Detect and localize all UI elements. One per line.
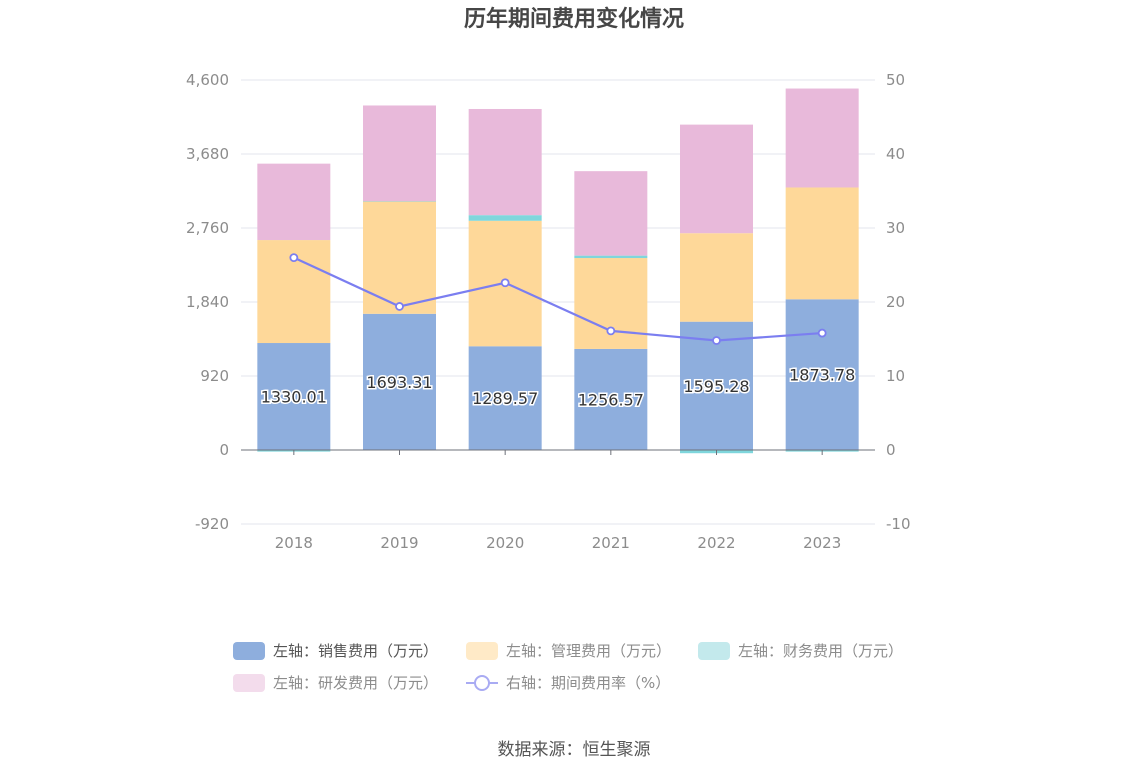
legend-label: 左轴：管理费用（万元） [506,642,671,660]
bar-value-label: 1330.01 [261,388,327,407]
bar-segment [257,343,331,450]
bar-value-label: 1256.57 [578,390,644,409]
bar-segment [363,105,436,202]
x-tick-label: 2021 [592,534,630,552]
legend-marker [474,675,490,691]
legend-label: 右轴：期间费用率（%） [506,674,670,692]
bar-segment [574,255,648,259]
bar-value-label: 1873.78 [789,366,855,385]
bar-segment [785,299,859,450]
right-tick-label: -10 [886,515,911,533]
legend-swatch [466,642,498,660]
bars [257,88,859,454]
left-tick-label: -920 [195,515,229,533]
x-tick-label: 2019 [380,534,418,552]
rate-point [395,302,404,311]
bar-segment [468,215,542,221]
x-tick-label: 2020 [486,534,524,552]
bar-labels: 1330.01 1693.31 1289.57 1256.57 1595.28 1873.… [259,364,857,411]
rate-line-path [293,256,823,342]
x-axis: 2018 2019 2020 2021 2022 2023 [241,449,875,552]
rate-point [817,328,827,338]
legend-item[interactable]: 左轴：财务费用（万元） [698,642,903,660]
bar-segment [257,163,331,241]
legend-item[interactable]: 左轴：销售费用（万元） [233,642,438,660]
bar-value-label: 1693.31 [366,373,432,392]
bar-value-label: 1595.28 [683,377,749,396]
left-axis: 4,600 3,680 2,760 1,840 920 0 -920 [186,71,229,533]
legend-swatch [698,642,730,660]
bar-segment [468,108,542,216]
left-tick-label: 1,840 [186,293,229,311]
bar-segment [785,187,859,300]
legend-item[interactable]: 右轴：期间费用率（%） [466,674,670,692]
legend-swatch [233,642,265,660]
rate-point [289,253,299,263]
left-tick-label: 4,600 [186,71,229,89]
legend-label: 左轴：财务费用（万元） [738,642,903,660]
left-tick-label: 920 [200,367,229,385]
right-tick-label: 20 [886,293,905,311]
rate-point [500,278,510,288]
legend-item[interactable]: 左轴：研发费用（万元） [233,674,438,692]
rate-line [289,253,827,345]
x-tick-label: 2022 [697,534,735,552]
source-note: 数据来源：恒生聚源 [498,740,651,760]
right-axis: 50 40 30 20 10 0 -10 [886,71,911,533]
bar-segment [785,88,859,188]
x-tick-label: 2018 [275,534,313,552]
x-tick-label: 2023 [803,534,841,552]
bar-segment [574,258,648,349]
bar-segment [680,124,753,234]
left-tick-label: 0 [219,441,229,459]
bar-segment [363,201,436,202]
legend-label: 左轴：研发费用（万元） [273,674,438,692]
legend[interactable]: 左轴：销售费用（万元） 左轴：管理费用（万元） 左轴：财务费用（万元） 左轴：研发费用… [233,642,903,692]
rate-point [712,336,721,345]
legend-swatch [233,674,265,692]
right-tick-label: 10 [886,367,905,385]
bar-value-label: 1289.57 [472,389,538,408]
bar-segment [363,313,436,450]
left-tick-label: 3,680 [186,145,229,163]
right-tick-label: 40 [886,145,905,163]
right-tick-label: 0 [886,441,896,459]
bar-segment [680,233,753,322]
bar-segment [574,171,648,256]
rate-point [606,326,616,336]
bar-segment [363,201,436,314]
chart-title: 历年期间费用变化情况 [464,6,684,32]
legend-label: 左轴：销售费用（万元） [273,642,438,660]
bar-segment [574,348,648,450]
bar-segment [468,346,542,450]
right-tick-label: 30 [886,219,905,237]
legend-item[interactable]: 左轴：管理费用（万元） [466,642,671,660]
left-tick-label: 2,760 [186,219,229,237]
right-tick-label: 50 [886,71,905,89]
grid [241,79,875,525]
